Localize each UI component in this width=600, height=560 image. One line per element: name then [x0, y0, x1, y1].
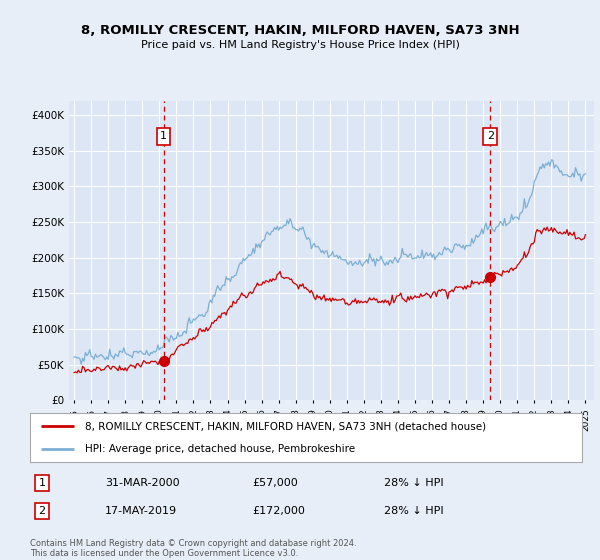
Text: £172,000: £172,000 [252, 506, 305, 516]
Text: Price paid vs. HM Land Registry's House Price Index (HPI): Price paid vs. HM Land Registry's House … [140, 40, 460, 50]
Text: 8, ROMILLY CRESCENT, HAKIN, MILFORD HAVEN, SA73 3NH: 8, ROMILLY CRESCENT, HAKIN, MILFORD HAVE… [80, 24, 520, 38]
Text: 31-MAR-2000: 31-MAR-2000 [105, 478, 179, 488]
Text: 2: 2 [38, 506, 46, 516]
Text: 8, ROMILLY CRESCENT, HAKIN, MILFORD HAVEN, SA73 3NH (detached house): 8, ROMILLY CRESCENT, HAKIN, MILFORD HAVE… [85, 421, 487, 431]
Text: 1: 1 [38, 478, 46, 488]
Text: 28% ↓ HPI: 28% ↓ HPI [384, 506, 443, 516]
Text: 28% ↓ HPI: 28% ↓ HPI [384, 478, 443, 488]
Text: 17-MAY-2019: 17-MAY-2019 [105, 506, 177, 516]
Text: 1: 1 [160, 132, 167, 142]
Text: Contains HM Land Registry data © Crown copyright and database right 2024.
This d: Contains HM Land Registry data © Crown c… [30, 539, 356, 558]
Text: 2: 2 [487, 132, 494, 142]
Text: £57,000: £57,000 [252, 478, 298, 488]
Text: HPI: Average price, detached house, Pembrokeshire: HPI: Average price, detached house, Pemb… [85, 444, 355, 454]
